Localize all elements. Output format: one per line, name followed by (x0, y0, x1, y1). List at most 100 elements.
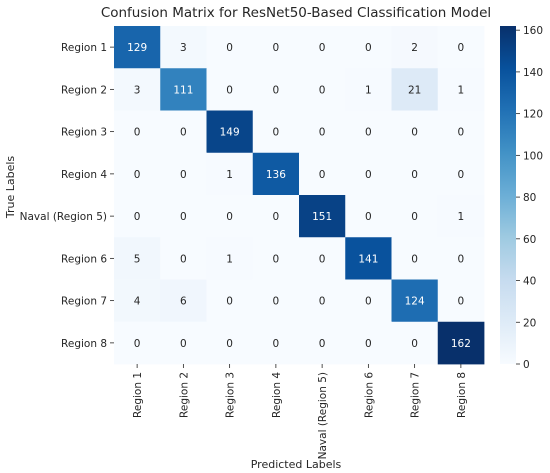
colorbar-tick-label: 0 (523, 359, 530, 371)
colorbar-tick-label: 100 (523, 150, 543, 162)
heatmap-cell (437, 68, 485, 111)
heatmap-cell (114, 279, 161, 323)
cell-value-label: 0 (411, 253, 418, 265)
heatmap-cell (345, 321, 392, 365)
colorbar-ticks: 0 20 40 60 80 100 120 140 160 (516, 25, 543, 371)
cell-value-label: 0 (273, 42, 280, 54)
cell-value-label: 0 (180, 253, 187, 265)
colorbar (500, 26, 516, 364)
x-tick-label: Region 4 (271, 372, 283, 418)
cell-value-label: 0 (365, 127, 372, 139)
cell-value-label: 3 (180, 42, 187, 54)
heatmap-cell (345, 195, 392, 238)
heatmap-cell (345, 26, 392, 69)
cell-value-label: 0 (458, 296, 465, 308)
cell-value-label: 0 (226, 296, 233, 308)
cell-value-label: 0 (134, 127, 141, 139)
x-tick-label: Region 3 (225, 372, 237, 418)
heatmap-cell (345, 68, 392, 111)
cell-value-label: 124 (405, 296, 425, 308)
cell-value-label: 0 (365, 296, 372, 308)
cell-value-label: 21 (408, 84, 421, 96)
heatmap-cell (252, 110, 300, 154)
heatmap-cell (391, 195, 439, 238)
heatmap-cell (299, 26, 346, 69)
cell-value-label: 111 (173, 84, 193, 96)
heatmap-cell (437, 26, 485, 69)
heatmap-cell (114, 68, 161, 111)
colorbar-tick-label: 120 (523, 109, 543, 121)
cell-value-label: 141 (358, 253, 378, 265)
cell-value-label: 3 (134, 84, 141, 96)
x-tick-label: Naval (Region 5) (317, 372, 329, 459)
y-axis-label: True Labels (4, 156, 17, 220)
cell-value-label: 0 (411, 338, 418, 350)
heatmap-cell (114, 321, 161, 365)
colorbar-tick-label: 60 (523, 234, 536, 246)
cell-value-label: 0 (319, 42, 326, 54)
cell-value-label: 0 (458, 253, 465, 265)
heatmap-cell (299, 68, 346, 111)
heatmap-cell (206, 321, 254, 365)
heatmap-cell (345, 237, 392, 280)
heatmap-cell (437, 152, 485, 196)
heatmap-cell (345, 110, 392, 154)
heatmap-cell (206, 26, 254, 69)
cell-value-label: 0 (365, 42, 372, 54)
heatmap-cell (160, 110, 207, 154)
x-tick-label: Region 8 (456, 372, 468, 418)
heatmap-cell (345, 279, 392, 323)
heatmap-cell (391, 26, 439, 69)
cell-value-label: 136 (266, 169, 286, 181)
heatmap-cell (391, 110, 439, 154)
heatmap-cell (206, 110, 254, 154)
heatmap-cell (299, 237, 346, 280)
cell-value-label: 0 (134, 338, 141, 350)
heatmap-cell (160, 152, 207, 196)
x-tick-label: Region 7 (410, 372, 422, 418)
cell-value-label: 0 (226, 84, 233, 96)
cell-value-label: 0 (458, 127, 465, 139)
heatmap-cell (252, 279, 300, 323)
cell-value-label: 149 (220, 127, 240, 139)
cell-value-label: 0 (411, 211, 418, 223)
heatmap-cell (114, 195, 161, 238)
cell-value-label: 0 (458, 169, 465, 181)
heatmap-cell (160, 321, 207, 365)
heatmap-cell (299, 110, 346, 154)
heatmap-cell (391, 321, 439, 365)
cell-value-label: 1 (226, 253, 233, 265)
heatmap-cell (437, 110, 485, 154)
y-tick-label: Region 2 (61, 84, 107, 96)
colorbar-tick-label: 140 (523, 67, 543, 79)
cell-value-label: 0 (319, 253, 326, 265)
cell-value-label: 0 (180, 211, 187, 223)
cell-value-label: 0 (226, 211, 233, 223)
y-tick-label: Region 8 (61, 338, 107, 350)
x-tick-label: Region 1 (132, 372, 144, 418)
y-tick-label: Naval (Region 5) (20, 211, 107, 223)
heatmap-cell (391, 237, 439, 280)
cell-value-label: 0 (273, 296, 280, 308)
colorbar-tick-label: 40 (523, 276, 536, 288)
cell-value-label: 0 (273, 127, 280, 139)
cell-value-label: 0 (319, 169, 326, 181)
heatmap-cell (206, 195, 254, 238)
cell-value-label: 162 (451, 338, 471, 350)
cell-value-label: 0 (134, 169, 141, 181)
cell-value-label: 0 (365, 169, 372, 181)
heatmap-cell (437, 195, 485, 238)
heatmap-cell (391, 68, 439, 111)
heatmap-cell (437, 237, 485, 280)
heatmap-cell (299, 195, 346, 238)
colorbar-tick-label: 160 (523, 25, 543, 37)
heatmap-cell (252, 152, 300, 196)
heatmap-cell (114, 26, 161, 69)
heatmap-cell (299, 152, 346, 196)
cell-value-label: 0 (226, 42, 233, 54)
heatmap-cell (206, 68, 254, 111)
heatmap-cell (437, 279, 485, 323)
cell-value-label: 1 (365, 84, 372, 96)
cell-value-label: 0 (180, 169, 187, 181)
